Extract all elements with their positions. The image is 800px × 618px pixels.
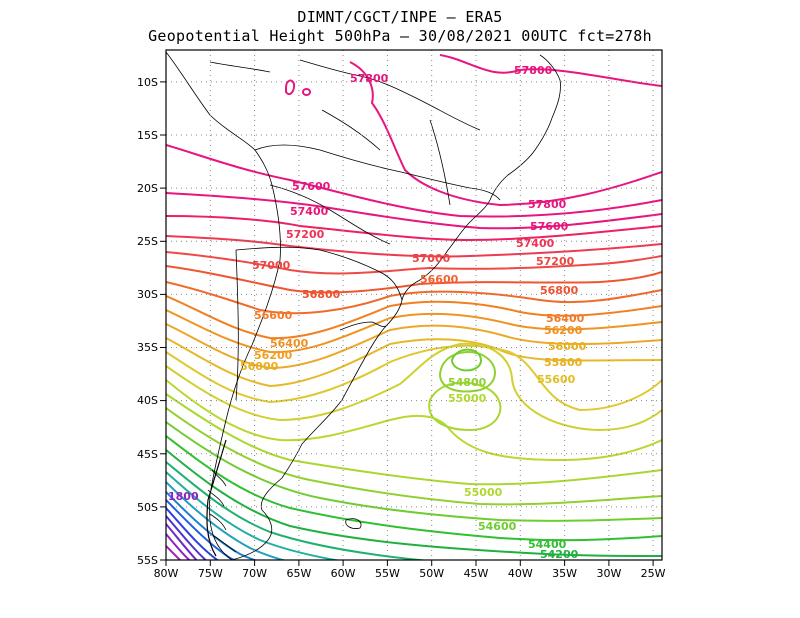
contour-label: 56200 — [254, 349, 293, 362]
y-tick-label: 25S — [137, 235, 158, 248]
x-tick-label: 75W — [198, 567, 223, 580]
contour-label: 54400 — [528, 538, 567, 551]
contour-57600-a — [166, 144, 662, 218]
contour-label: 56200 — [544, 324, 583, 337]
x-tick-label: 65W — [286, 567, 311, 580]
x-tick-label: 60W — [331, 567, 356, 580]
contour-55600 — [166, 344, 662, 412]
y-tick-label: 50S — [137, 501, 158, 514]
x-tick-label: 45W — [464, 567, 489, 580]
contour-56200 — [166, 309, 662, 354]
contour-label: 55000 — [448, 392, 487, 405]
contour-label: 57800 — [350, 72, 389, 85]
contour-label: 56800 — [302, 288, 341, 301]
tick-marks — [160, 81, 654, 566]
x-tick-label: 30W — [596, 567, 621, 580]
contour-56600 — [166, 281, 662, 315]
x-tick-label: 55W — [375, 567, 400, 580]
contour-label: 55000 — [464, 486, 503, 499]
contour-label: 55800 — [544, 356, 583, 369]
y-tick-label: 10S — [137, 76, 158, 89]
contour-label: 55600 — [537, 373, 576, 386]
contour-54600-closed — [450, 348, 482, 372]
contour-label: 54800 — [448, 376, 487, 389]
contour-lines — [166, 54, 662, 560]
contour-55000-closed — [428, 381, 502, 432]
contour-54800 — [166, 407, 662, 506]
contour-54600 — [166, 421, 662, 522]
x-tick-label: 70W — [242, 567, 267, 580]
contour-57400 — [166, 215, 662, 242]
contour-57000 — [166, 251, 662, 275]
contour-57800-north — [349, 61, 662, 207]
contour-label: 57000 — [252, 259, 291, 272]
x-tick-label: 25W — [641, 567, 666, 580]
contour-label: 57200 — [286, 228, 325, 241]
y-tick-label: 55S — [137, 554, 158, 567]
x-tick-label: 35W — [552, 567, 577, 580]
map-frame — [165, 49, 663, 561]
y-tick-label: 30S — [137, 288, 158, 301]
contour-label: 56400 — [546, 312, 585, 325]
contour-label: 56000 — [240, 360, 279, 373]
contour-label: 56000 — [548, 340, 587, 353]
contour-labels: 57800 57800 57600 57800 57400 57600 5720… — [168, 64, 587, 561]
map-grid — [166, 50, 662, 560]
contour-56800 — [166, 265, 662, 294]
contour-57200 — [166, 235, 662, 258]
contour-label: 56600 — [420, 273, 459, 286]
contour-label: 57800 — [514, 64, 553, 77]
map-subtitle: Geopotential Height 500hPa – 30/08/2021 … — [148, 27, 652, 45]
contour-57800-island — [285, 79, 296, 96]
contour-label: 1800 — [168, 490, 199, 503]
contour-label: 57600 — [292, 180, 331, 193]
contour-55200 — [166, 379, 662, 462]
y-tick-label: 15S — [137, 129, 158, 142]
y-tick-label: 40S — [137, 394, 158, 407]
contour-label: 54600 — [478, 520, 517, 533]
contour-54400 — [166, 435, 662, 542]
y-tick-labels: 10S 15S 20S 25S 30S 35S 40S 45S 50S 55S — [137, 76, 158, 567]
contour-55400 — [166, 342, 662, 432]
x-tick-labels: 80W 75W 70W 65W 60W 55W 50W 45W 40W 35W … — [154, 567, 666, 580]
contour-label: 54200 — [540, 548, 579, 561]
coastline — [166, 51, 561, 560]
contour-label: 56400 — [270, 337, 309, 350]
x-tick-label: 50W — [419, 567, 444, 580]
contour-57800-ne — [439, 54, 662, 87]
x-tick-label: 40W — [508, 567, 533, 580]
contour-label: 57400 — [516, 237, 555, 250]
contour-55000 — [166, 393, 662, 486]
contour-54200 — [166, 449, 662, 557]
contour-label: 56800 — [540, 284, 579, 297]
contour-label: 57800 — [528, 198, 567, 211]
contour-label: 57000 — [412, 252, 451, 265]
contour-label: 56600 — [254, 309, 293, 322]
map-title: DIMNT/CGCT/INPE – ERA5 — [297, 8, 503, 26]
x-tick-label: 80W — [154, 567, 179, 580]
contour-57600-b — [166, 192, 662, 230]
y-tick-label: 35S — [137, 341, 158, 354]
contour-55800 — [166, 337, 662, 388]
contour-56400 — [166, 295, 662, 340]
contour-label: 57600 — [530, 220, 569, 233]
contour-label: 57200 — [536, 255, 575, 268]
y-tick-label: 45S — [137, 448, 158, 461]
contour-label: 57400 — [290, 205, 329, 218]
contour-56000 — [166, 323, 662, 370]
y-tick-label: 20S — [137, 182, 158, 195]
